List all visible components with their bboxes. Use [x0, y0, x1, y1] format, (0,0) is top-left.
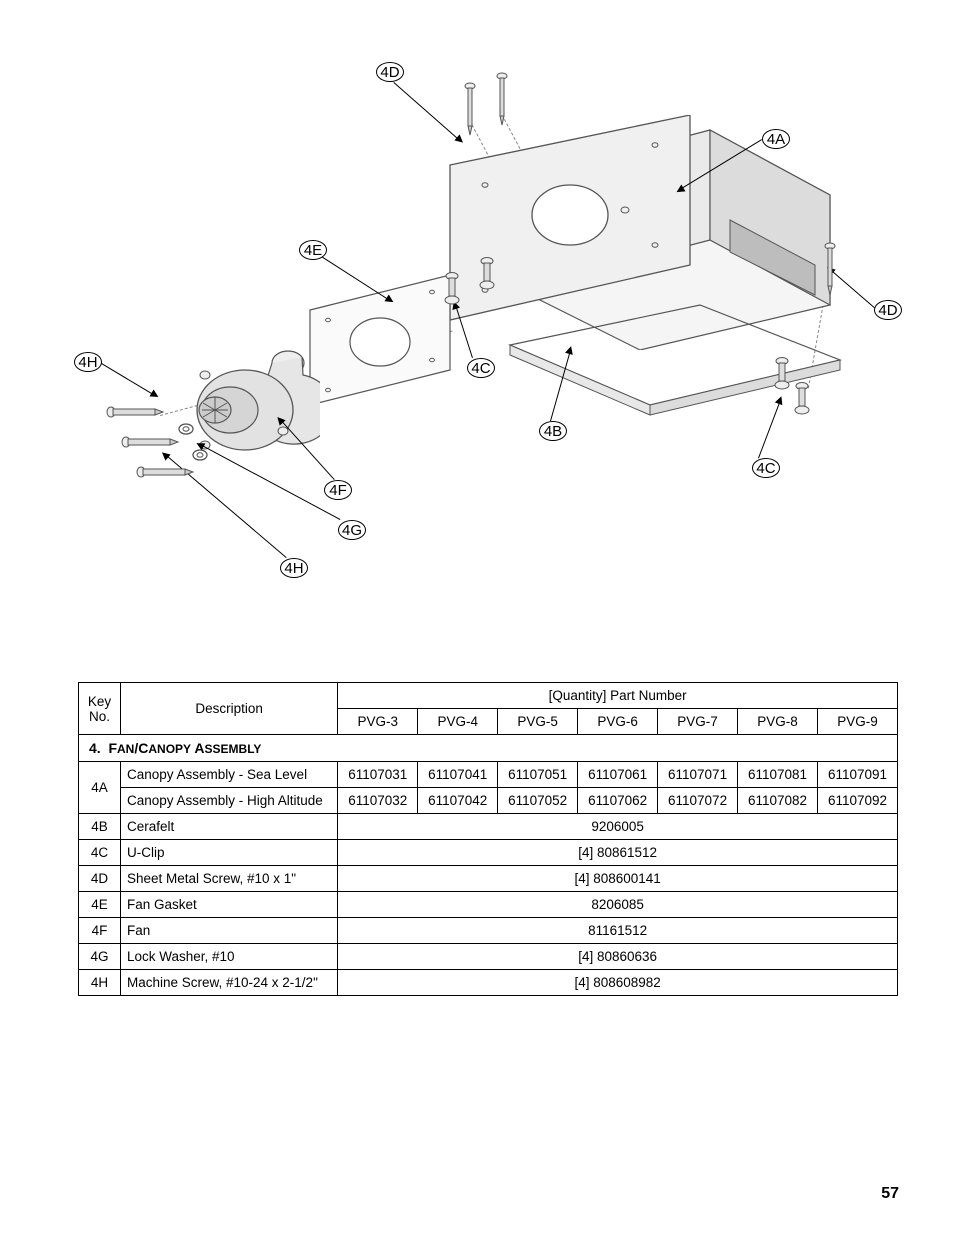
cell-partno-merged: 8206085	[338, 892, 898, 918]
col-model: PVG-3	[338, 709, 418, 735]
cell-partno: 61107071	[658, 762, 738, 788]
cell-desc: Fan Gasket	[120, 892, 337, 918]
cell-partno: 61107051	[498, 762, 578, 788]
cell-partno-merged: [4] 80860636	[338, 944, 898, 970]
callout-4B: 4B	[539, 421, 567, 441]
cell-partno: 61107091	[817, 762, 897, 788]
callout-4G: 4G	[338, 520, 366, 540]
washer-icon	[178, 422, 194, 436]
col-model: PVG-9	[817, 709, 897, 735]
section-title: 4. FAN/CANOPY ASSEMBLY	[79, 735, 898, 762]
callout-4F: 4F	[324, 480, 352, 500]
uclip-icon	[440, 270, 464, 310]
cell-partno: 61107061	[578, 762, 658, 788]
cell-partno: 61107072	[658, 788, 738, 814]
cell-partno-merged: [4] 808600141	[338, 866, 898, 892]
uclip-icon	[790, 380, 814, 420]
callout-4C: 4C	[467, 358, 495, 378]
front-plate	[430, 115, 710, 325]
cell-desc: Fan	[120, 918, 337, 944]
cell-key: 4H	[79, 970, 121, 996]
callout-4H: 4H	[74, 352, 102, 372]
cell-key: 4G	[79, 944, 121, 970]
callout-4C2: 4C	[752, 458, 780, 478]
col-key: Key No.	[79, 683, 121, 735]
cell-key: 4B	[79, 814, 121, 840]
parts-table: Key No. Description [Quantity] Part Numb…	[78, 682, 898, 996]
callout-4E: 4E	[299, 240, 327, 260]
cell-key: 4E	[79, 892, 121, 918]
cell-key: 4D	[79, 866, 121, 892]
cell-key: 4C	[79, 840, 121, 866]
col-qty-header: [Quantity] Part Number	[338, 683, 898, 709]
machine-screw-icon	[120, 430, 180, 455]
screw-icon	[460, 80, 480, 140]
uclip-icon	[475, 255, 499, 295]
cell-partno: 61107081	[738, 762, 818, 788]
col-model: PVG-5	[498, 709, 578, 735]
col-desc: Description	[120, 683, 337, 735]
cell-partno: 61107032	[338, 788, 418, 814]
machine-screw-icon	[135, 460, 195, 485]
washer-icon	[192, 448, 208, 462]
exploded-diagram: 4D 4A 4D 4E 4H 4C 4B 4C 4F 4G 4H	[0, 0, 954, 620]
col-model: PVG-7	[658, 709, 738, 735]
screw-icon	[820, 240, 840, 300]
cell-partno: 61107031	[338, 762, 418, 788]
col-model: PVG-6	[578, 709, 658, 735]
screw-icon	[492, 70, 512, 130]
cell-partno-merged: 9206005	[338, 814, 898, 840]
cell-partno: 61107092	[817, 788, 897, 814]
callout-4A: 4A	[762, 129, 790, 149]
cell-desc: Sheet Metal Screw, #10 x 1"	[120, 866, 337, 892]
callout-4D2: 4D	[874, 300, 902, 320]
cell-desc: Machine Screw, #10-24 x 2-1/2"	[120, 970, 337, 996]
cell-partno-merged: [4] 808608982	[338, 970, 898, 996]
cell-partno-merged: 81161512	[338, 918, 898, 944]
col-model: PVG-4	[418, 709, 498, 735]
page-number: 57	[881, 1185, 899, 1203]
cell-desc: Lock Washer, #10	[120, 944, 337, 970]
cell-partno-merged: [4] 80861512	[338, 840, 898, 866]
cell-desc: Cerafelt	[120, 814, 337, 840]
cell-partno: 61107041	[418, 762, 498, 788]
cell-key: 4A	[79, 762, 121, 814]
col-model: PVG-8	[738, 709, 818, 735]
cell-partno: 61107052	[498, 788, 578, 814]
cell-partno: 61107062	[578, 788, 658, 814]
cell-partno: 61107082	[738, 788, 818, 814]
callout-4H2: 4H	[280, 558, 308, 578]
cell-desc: Canopy Assembly - Sea Level	[120, 762, 337, 788]
cell-key: 4F	[79, 918, 121, 944]
cell-desc: U-Clip	[120, 840, 337, 866]
cell-partno: 61107042	[418, 788, 498, 814]
machine-screw-icon	[105, 400, 165, 425]
callout-4D: 4D	[376, 62, 404, 82]
cell-desc: Canopy Assembly - High Altitude	[120, 788, 337, 814]
